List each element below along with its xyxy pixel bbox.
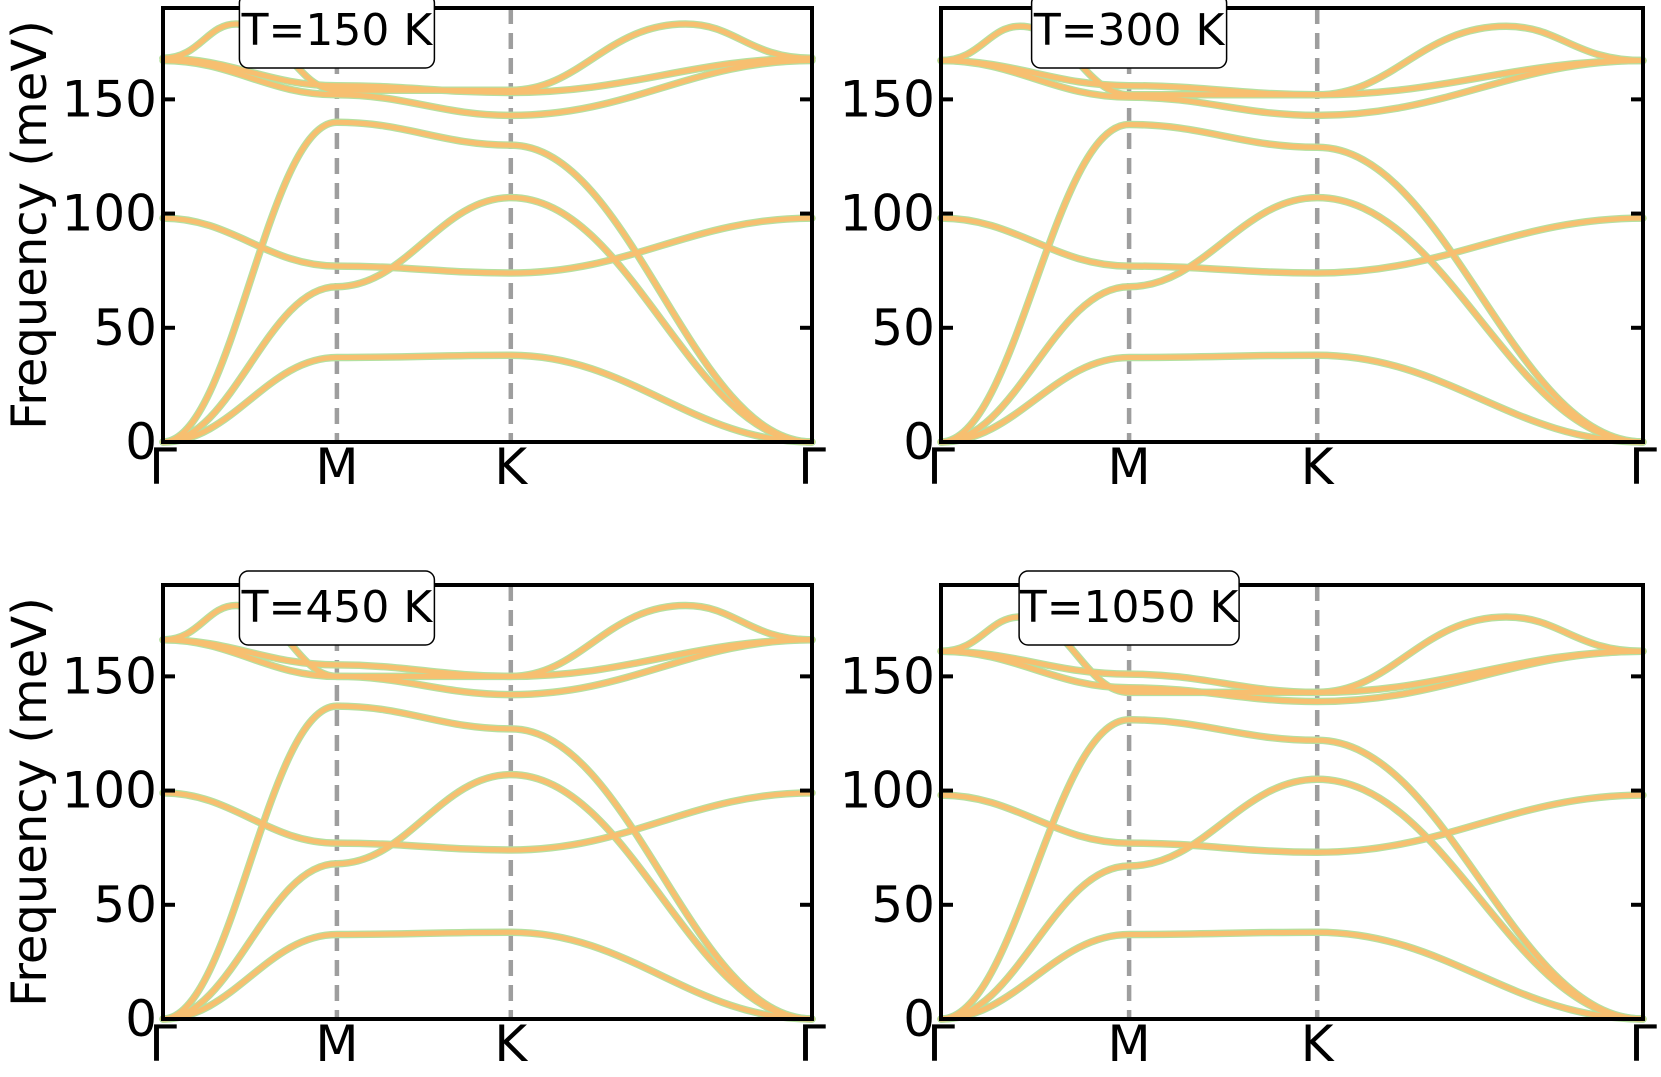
axes-frame	[939, 583, 1645, 1021]
chart-panel-3: 0 50 100 150 Γ M K Γ T=1050 K	[840, 570, 1657, 1073]
dispersion-branch	[160, 58, 815, 118]
temperature-annotation: T=300 K	[1033, 5, 1226, 56]
axes-frame	[939, 6, 1645, 444]
y-tick-label: 150	[840, 647, 935, 705]
dispersion-branch	[160, 119, 815, 445]
x-tick-label: K	[1301, 1015, 1335, 1073]
x-tick-label: M	[1108, 1015, 1151, 1073]
x-tick-label: M	[315, 1015, 358, 1073]
x-tick-label: Γ	[149, 1015, 177, 1073]
y-axis-label: Frequency (meV)	[2, 20, 58, 430]
chart-panel-0: 0 50 100 150 Γ M K Γ T=150 K Frequency (meV)	[2, 0, 826, 496]
x-tick-label: Γ	[149, 438, 177, 496]
dispersion-branch	[938, 929, 1646, 1022]
y-tick-label: 50	[93, 299, 157, 357]
y-tick-label: 0	[125, 413, 157, 471]
dispersion-branch	[160, 195, 815, 445]
dispersion-branch	[160, 929, 815, 1022]
chart-panel-1: 0 50 100 150 Γ M K Γ T=300 K	[840, 0, 1657, 496]
x-tick-label: Γ	[1629, 438, 1657, 496]
dispersion-branch	[938, 23, 1646, 98]
x-tick-label: Γ	[927, 1015, 955, 1073]
y-axis-label: Frequency (meV)	[2, 597, 58, 1007]
dispersion-branch-halo	[159, 928, 816, 1023]
dispersion-branch	[160, 772, 815, 1022]
dispersion-branch-halo	[159, 351, 816, 446]
x-tick-label: K	[494, 438, 528, 496]
y-tick-label: 100	[840, 762, 935, 820]
dispersion-branch	[160, 21, 815, 93]
dispersion-branch	[160, 215, 815, 276]
dispersion-branch-halo	[159, 770, 816, 1023]
dispersion-branch-halo	[937, 351, 1647, 446]
x-tick-label: Γ	[798, 438, 826, 496]
y-tick-label: 50	[871, 299, 935, 357]
axes-frame	[161, 583, 814, 1021]
temperature-annotation: T=450 K	[241, 582, 434, 633]
annotation-box	[238, 0, 436, 69]
dispersion-branch	[160, 637, 815, 679]
dispersion-branch-halo	[937, 775, 1647, 1023]
dispersion-branch	[938, 215, 1646, 276]
dispersion-branch	[938, 58, 1646, 118]
y-tick-label: 0	[903, 990, 935, 1048]
y-tick-label: 0	[903, 413, 935, 471]
x-tick-label: K	[1301, 438, 1335, 496]
dispersion-branch	[160, 790, 815, 853]
dispersion-branch	[938, 648, 1646, 704]
y-tick-label: 50	[871, 876, 935, 934]
y-tick-label: 100	[840, 185, 935, 243]
y-tick-label: 150	[62, 647, 157, 705]
dispersion-branch	[938, 614, 1646, 695]
dispersion-branch-halo	[937, 716, 1647, 1023]
dispersion-branch	[160, 352, 815, 445]
dispersion-branch	[160, 637, 815, 698]
annotation-box	[1030, 0, 1228, 69]
dispersion-branch	[938, 648, 1646, 695]
dispersion-branch	[938, 195, 1646, 445]
x-tick-label: Γ	[927, 438, 955, 496]
chart-panel-2: 0 50 100 150 Γ M K Γ T=450 K Frequency (meV)	[2, 570, 826, 1073]
dispersion-branch	[160, 703, 815, 1022]
temperature-annotation: T=150 K	[241, 5, 434, 56]
y-tick-label: 50	[93, 876, 157, 934]
x-tick-label: Γ	[798, 1015, 826, 1073]
temperature-annotation: T=1050 K	[1019, 582, 1240, 633]
dispersion-branch	[938, 776, 1646, 1022]
x-tick-label: K	[494, 1015, 528, 1073]
x-tick-label: M	[315, 438, 358, 496]
dispersion-branch	[160, 603, 815, 679]
dispersion-branch	[938, 717, 1646, 1022]
dispersion-branch	[938, 122, 1646, 445]
y-tick-label: 100	[62, 185, 157, 243]
dispersion-branch-halo	[937, 928, 1647, 1023]
y-tick-label: 0	[125, 990, 157, 1048]
dispersion-branch	[938, 352, 1646, 445]
axes-frame	[161, 6, 814, 444]
annotation-box	[1018, 570, 1240, 646]
dispersion-branch	[938, 792, 1646, 855]
x-tick-label: Γ	[1629, 1015, 1657, 1073]
x-tick-label: M	[1108, 438, 1151, 496]
annotation-box	[238, 570, 436, 646]
y-tick-label: 150	[840, 70, 935, 128]
y-tick-label: 150	[62, 70, 157, 128]
y-tick-label: 100	[62, 762, 157, 820]
